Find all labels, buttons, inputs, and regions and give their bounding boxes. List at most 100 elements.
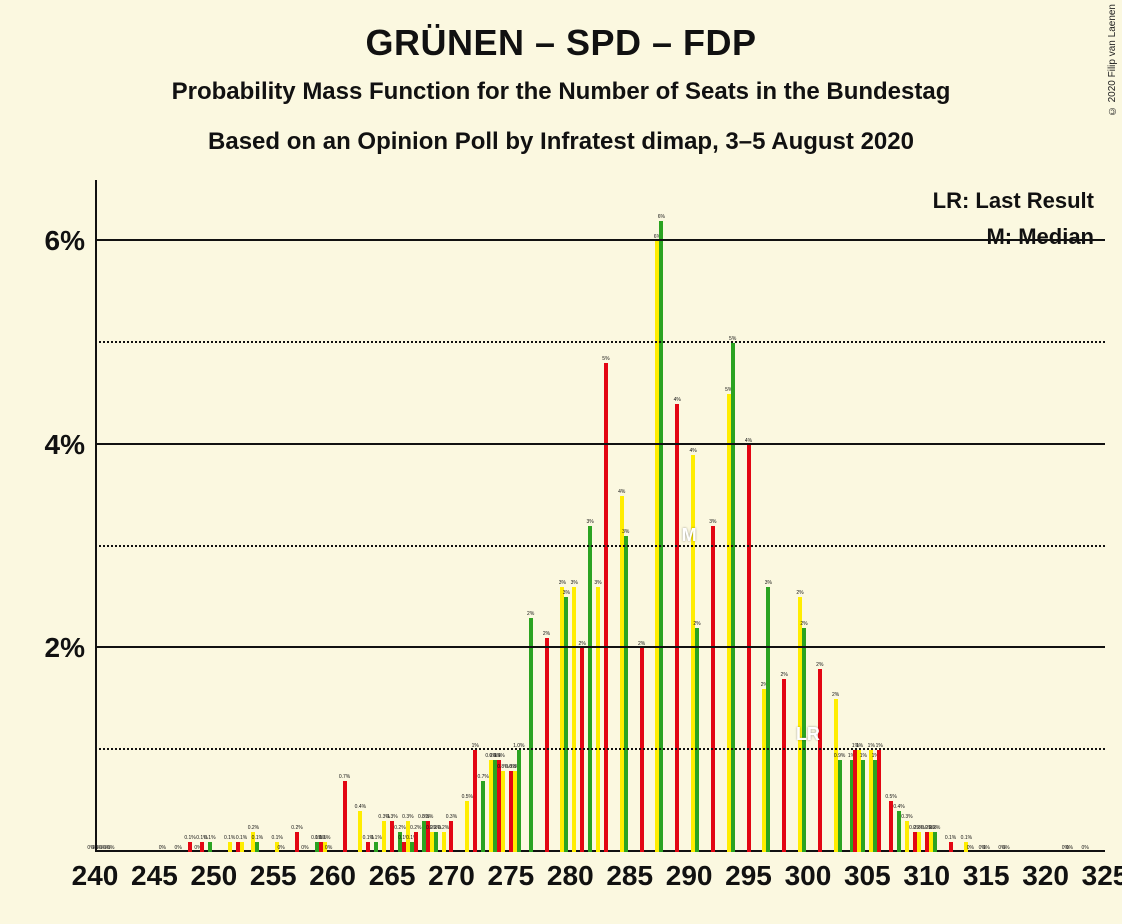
bar-value-label: 0.2% bbox=[248, 825, 259, 831]
bars-group: 0%0%0%0%0%0%0%0%0.1%0%0.1%0.1%0.1%0.1%0.… bbox=[95, 180, 1105, 852]
chart-subtitle-2: Based on an Opinion Poll by Infratest di… bbox=[0, 128, 1122, 156]
bar-value-label: 0.2% bbox=[394, 825, 405, 831]
bar-value-label: 0.1% bbox=[236, 835, 247, 841]
bar-value-label: 0.7% bbox=[339, 774, 350, 780]
gridline bbox=[95, 646, 1105, 648]
bar-green: 0.2% bbox=[933, 832, 937, 852]
x-tick-label: 290 bbox=[666, 860, 713, 892]
bar-green: 0.9% bbox=[838, 760, 842, 852]
x-tick-label: 310 bbox=[903, 860, 950, 892]
bar-red: 3% bbox=[711, 526, 715, 852]
bar-value-label: 0.2% bbox=[438, 825, 449, 831]
bar-value-label: 0% bbox=[983, 845, 990, 851]
bar-red: 2% bbox=[545, 638, 549, 852]
bar-value-label: 0.9% bbox=[493, 753, 504, 759]
bar-red: 0.1% bbox=[188, 842, 192, 852]
bar-value-label: 4% bbox=[618, 489, 625, 495]
x-tick-label: 295 bbox=[725, 860, 772, 892]
bar-value-label: 0.2% bbox=[410, 825, 421, 831]
x-tick-label: 300 bbox=[785, 860, 832, 892]
bar-value-label: 0.1% bbox=[204, 835, 215, 841]
bar-value-label: 0.3% bbox=[386, 814, 397, 820]
copyright-text: © 2020 Filip van Laenen bbox=[1107, 4, 1118, 116]
bar-value-label: 2% bbox=[527, 611, 534, 617]
x-tick-label: 265 bbox=[369, 860, 416, 892]
bar-green: 0.2% bbox=[434, 832, 438, 852]
bar-red: 4% bbox=[675, 404, 679, 852]
x-tick-label: 255 bbox=[250, 860, 297, 892]
bar-value-label: 0.1% bbox=[319, 835, 330, 841]
bar-value-label: 0.2% bbox=[929, 825, 940, 831]
bar-value-label: 0.5% bbox=[462, 794, 473, 800]
last-result-marker: LR bbox=[796, 724, 820, 745]
y-tick-label: 4% bbox=[25, 429, 85, 461]
bar-red: 0.7% bbox=[343, 781, 347, 852]
bar-value-label: 0.1% bbox=[961, 835, 972, 841]
bar-value-label: 0% bbox=[325, 845, 332, 851]
bar-green: 2% bbox=[695, 628, 699, 852]
gridline bbox=[95, 545, 1105, 547]
bar-yellow: 0.5% bbox=[465, 801, 469, 852]
bar-red: 2% bbox=[782, 679, 786, 852]
bar-value-label: 0% bbox=[175, 845, 182, 851]
x-tick-label: 285 bbox=[606, 860, 653, 892]
x-tick-label: 275 bbox=[488, 860, 535, 892]
bar-green: 3% bbox=[564, 597, 568, 852]
x-tick-label: 260 bbox=[309, 860, 356, 892]
bar-red: 0.1% bbox=[366, 842, 370, 852]
bar-red: 0.2% bbox=[295, 832, 299, 852]
bar-yellow: 0.2% bbox=[917, 832, 921, 852]
bar-value-label: 0.7% bbox=[477, 774, 488, 780]
bar-green: 0.1% bbox=[374, 842, 378, 852]
bar-value-label: 2% bbox=[543, 631, 550, 637]
bar-green: 3% bbox=[588, 526, 592, 852]
bar-value-label: 0.1% bbox=[371, 835, 382, 841]
plot-area: 0%0%0%0%0%0%0%0%0.1%0%0.1%0.1%0.1%0.1%0.… bbox=[95, 180, 1105, 852]
x-tick-label: 250 bbox=[190, 860, 237, 892]
bar-green: 5% bbox=[731, 343, 735, 852]
bar-red: 0.2% bbox=[414, 832, 418, 852]
chart-subtitle-1: Probability Mass Function for the Number… bbox=[0, 78, 1122, 106]
bar-yellow: 0.8% bbox=[501, 771, 505, 852]
bar-green: 1% bbox=[861, 760, 865, 852]
bar-value-label: 0.2% bbox=[291, 825, 302, 831]
bar-value-label: 0.3% bbox=[422, 814, 433, 820]
bar-yellow: 0.3% bbox=[382, 821, 386, 852]
bar-value-label: 2% bbox=[693, 621, 700, 627]
bar-value-label: 0.3% bbox=[446, 814, 457, 820]
bar-value-label: 0% bbox=[107, 845, 114, 851]
x-tick-label: 245 bbox=[131, 860, 178, 892]
x-tick-label: 270 bbox=[428, 860, 475, 892]
bar-value-label: 0% bbox=[967, 845, 974, 851]
gridline bbox=[95, 748, 1105, 750]
bar-red: 0.1% bbox=[200, 842, 204, 852]
bar-green: 6% bbox=[659, 221, 663, 852]
bar-value-label: 0% bbox=[1066, 845, 1073, 851]
bar-value-label: 0.9% bbox=[834, 753, 845, 759]
chart-container: GRÜNEN – SPD – FDP Probability Mass Func… bbox=[0, 0, 1122, 924]
bar-red: 1% bbox=[877, 750, 881, 852]
bar-value-label: 0.1% bbox=[945, 835, 956, 841]
bar-red: 2% bbox=[640, 648, 644, 852]
bar-value-label: 2% bbox=[796, 590, 803, 596]
chart-title: GRÜNEN – SPD – FDP bbox=[0, 22, 1122, 64]
bar-value-label: 0.5% bbox=[885, 794, 896, 800]
bar-value-label: 2% bbox=[781, 672, 788, 678]
x-tick-label: 325 bbox=[1082, 860, 1122, 892]
bar-red: 5% bbox=[604, 363, 608, 852]
bar-value-label: 4% bbox=[674, 397, 681, 403]
bar-value-label: 0% bbox=[278, 845, 285, 851]
bar-value-label: 3% bbox=[594, 580, 601, 586]
bar-value-label: 0.1% bbox=[252, 835, 263, 841]
bar-value-label: 3% bbox=[563, 590, 570, 596]
x-tick-label: 315 bbox=[963, 860, 1010, 892]
bar-value-label: 2% bbox=[816, 662, 823, 668]
bar-value-label: 2% bbox=[800, 621, 807, 627]
bar-yellow: 0.1% bbox=[228, 842, 232, 852]
bar-yellow: 3% bbox=[572, 587, 576, 852]
bar-yellow: 0.4% bbox=[358, 811, 362, 852]
bar-value-label: 2% bbox=[832, 692, 839, 698]
bar-value-label: 0% bbox=[1082, 845, 1089, 851]
bar-green: 2% bbox=[529, 618, 533, 852]
bar-value-label: 1% bbox=[860, 753, 867, 759]
